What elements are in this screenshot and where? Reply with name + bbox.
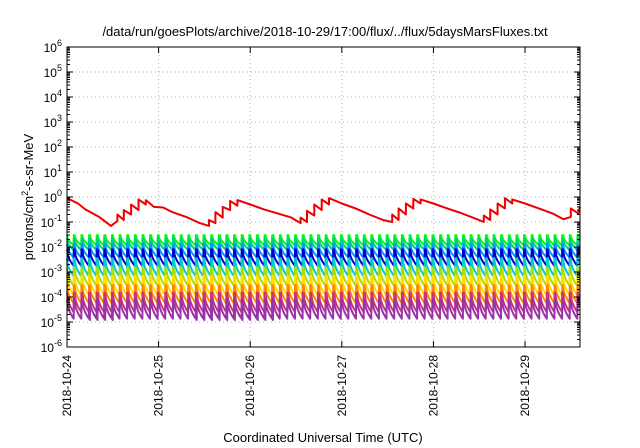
x-tick-label: 2018-10-24 bbox=[60, 355, 74, 417]
y-tick-base: 10 bbox=[44, 166, 58, 180]
y-tick-label: 10-2 bbox=[41, 238, 62, 255]
y-tick-exponent: -6 bbox=[54, 338, 62, 348]
chart-title: /data/run/goesPlots/archive/2018-10-29/1… bbox=[102, 24, 548, 39]
y-axis-label-suffix: -s-sr-MeV bbox=[21, 133, 36, 190]
y-tick-exponent: -5 bbox=[54, 313, 62, 323]
series-line bbox=[66, 197, 581, 227]
y-tick-exponent: -1 bbox=[54, 213, 62, 223]
x-tick-label: 2018-10-27 bbox=[335, 355, 349, 417]
y-tick-base: 10 bbox=[41, 266, 55, 280]
y-tick-labels: 10610510410310210110010-110-210-310-410-… bbox=[41, 38, 62, 355]
y-tick-exponent: 5 bbox=[57, 63, 62, 73]
axis-ticks bbox=[66, 46, 580, 348]
y-tick-label: 103 bbox=[44, 113, 62, 130]
y-tick-exponent: 3 bbox=[57, 113, 62, 123]
y-tick-exponent: 4 bbox=[57, 88, 62, 98]
y-tick-base: 10 bbox=[41, 291, 55, 305]
series-lines bbox=[66, 197, 581, 321]
y-tick-base: 10 bbox=[41, 216, 55, 230]
series-line bbox=[66, 298, 581, 321]
y-tick-label: 106 bbox=[44, 38, 62, 55]
y-tick-base: 10 bbox=[44, 141, 58, 155]
x-tick-label: 2018-10-25 bbox=[152, 355, 166, 417]
y-tick-exponent: 2 bbox=[57, 138, 62, 148]
y-tick-label: 10-5 bbox=[41, 313, 62, 330]
y-tick-base: 10 bbox=[44, 41, 58, 55]
y-tick-base: 10 bbox=[41, 341, 55, 355]
y-tick-base: 10 bbox=[44, 91, 58, 105]
x-tick-labels: 2018-10-24 2018-10-25 2018-10-26 2018-10-27… bbox=[60, 355, 532, 417]
y-tick-exponent: -4 bbox=[54, 288, 62, 298]
y-tick-base: 10 bbox=[44, 66, 58, 80]
y-tick-label: 10-3 bbox=[41, 263, 62, 280]
y-tick-label: 10-4 bbox=[41, 288, 62, 305]
x-axis-label: Coordinated Universal Time (UTC) bbox=[223, 430, 422, 445]
x-tick-label: 2018-10-26 bbox=[243, 355, 257, 417]
y-tick-base: 10 bbox=[44, 191, 58, 205]
x-tick-label: 2018-10-29 bbox=[518, 355, 532, 417]
y-tick-exponent: -2 bbox=[54, 238, 62, 248]
y-tick-exponent: 0 bbox=[57, 188, 62, 198]
x-tick-label: 2018-10-28 bbox=[426, 355, 440, 417]
y-tick-base: 10 bbox=[44, 116, 58, 130]
y-tick-label: 104 bbox=[44, 88, 62, 105]
y-tick-label: 105 bbox=[44, 63, 62, 80]
y-tick-exponent: -3 bbox=[54, 263, 62, 273]
y-axis-label-superscript: 2 bbox=[20, 191, 30, 196]
y-tick-label: 10-6 bbox=[41, 338, 62, 355]
y-axis-label: protons/cm2-s-sr-MeV bbox=[20, 133, 36, 260]
y-tick-label: 102 bbox=[44, 138, 62, 155]
y-tick-exponent: 6 bbox=[57, 38, 62, 48]
y-tick-base: 10 bbox=[41, 241, 55, 255]
y-tick-label: 10-1 bbox=[41, 213, 62, 230]
y-tick-exponent: 1 bbox=[57, 163, 62, 173]
y-tick-label: 101 bbox=[44, 163, 62, 180]
y-tick-label: 100 bbox=[44, 188, 62, 205]
y-tick-base: 10 bbox=[41, 316, 55, 330]
y-axis-label-prefix: protons/cm bbox=[21, 196, 36, 260]
